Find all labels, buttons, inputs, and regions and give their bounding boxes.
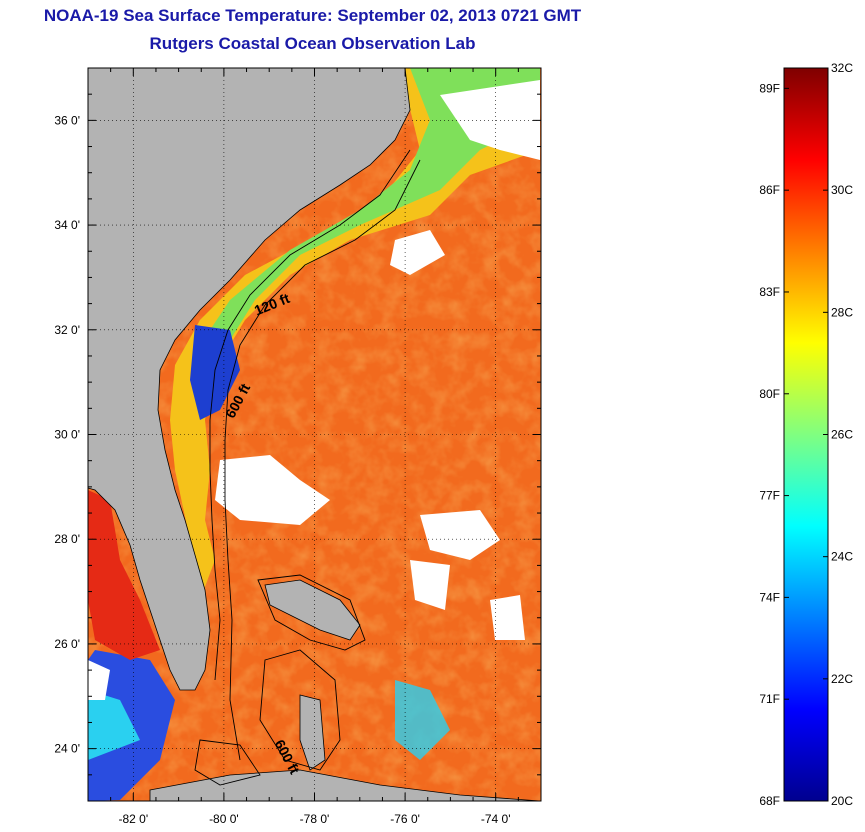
land-bahamas <box>264 579 361 641</box>
contour-great-bahama-bank <box>259 649 341 771</box>
land-mainland <box>88 68 411 691</box>
cloud-gulf <box>88 660 110 700</box>
lon-tick-label: -82 0' <box>118 812 148 826</box>
contour-bahamas-bank <box>257 574 366 651</box>
map-subtitle: Rutgers Coastal Ocean Observation Lab <box>149 34 476 53</box>
cloud-florida <box>215 455 330 525</box>
fahrenheit-tick-label: 80F <box>759 387 780 401</box>
fahrenheit-tick-label: 68F <box>759 794 780 808</box>
cool-patch-gulf-cyan <box>88 690 140 760</box>
colorbar <box>783 67 829 802</box>
fahrenheit-tick-label: 74F <box>759 590 780 604</box>
lon-tick-label: -76 0' <box>390 812 420 826</box>
lat-tick-label: 28 0' <box>54 532 80 546</box>
fahrenheit-tick-label: 77F <box>759 489 780 503</box>
cool-patch-bahamas <box>395 680 450 760</box>
fahrenheit-tick-label: 83F <box>759 285 780 299</box>
celsius-tick-label: 24C <box>831 550 853 564</box>
cloud-offshore-3 <box>410 560 450 610</box>
celsius-tick-label: 28C <box>831 305 853 319</box>
lon-tick-label: -74 0' <box>481 812 511 826</box>
contour-600ft <box>224 159 421 761</box>
celsius-tick-label: 30C <box>831 183 853 197</box>
lat-tick-label: 26 0' <box>54 637 80 651</box>
celsius-tick-label: 22C <box>831 672 853 686</box>
lat-tick-label: 24 0' <box>54 742 80 756</box>
cloud-offshore-2 <box>420 510 500 560</box>
fahrenheit-tick-label: 86F <box>759 183 780 197</box>
cloud-northeast <box>440 80 540 160</box>
fahrenheit-tick-label: 71F <box>759 692 780 706</box>
lon-tick-label: -80 0' <box>209 812 239 826</box>
celsius-tick-label: 32C <box>831 61 853 75</box>
lat-tick-label: 32 0' <box>54 323 80 337</box>
colorbar-ticks: 32C 30C 28C 26C 24C 22C 20C 89F 86F 83F 80F 77F 74F 7… <box>759 61 853 808</box>
lat-tick-label: 34 0' <box>54 218 80 232</box>
lat-tick-label: 30 0' <box>54 428 80 442</box>
map-title: NOAA-19 Sea Surface Temperature: Septemb… <box>43 6 582 25</box>
cloud-offshore-4 <box>490 595 525 640</box>
axis-ticks <box>87 67 542 802</box>
land-andros <box>299 694 326 771</box>
longitude-labels: -82 0' -80 0' -78 0' -76 0' -74 0' <box>118 812 510 826</box>
coastal-cool-band <box>200 68 540 345</box>
fahrenheit-tick-label: 89F <box>759 81 780 95</box>
celsius-tick-label: 26C <box>831 428 853 442</box>
gulf-warm-water <box>88 490 160 660</box>
lon-tick-label: -78 0' <box>300 812 330 826</box>
latitude-labels: 24 0' 26 0' 28 0' 30 0' 32 0' 34 0' 36 0' <box>54 113 80 755</box>
lat-tick-label: 36 0' <box>54 113 80 127</box>
celsius-tick-label: 20C <box>831 794 853 808</box>
cloud-offshore-1 <box>390 230 445 275</box>
contour-cay-sal <box>194 739 261 786</box>
